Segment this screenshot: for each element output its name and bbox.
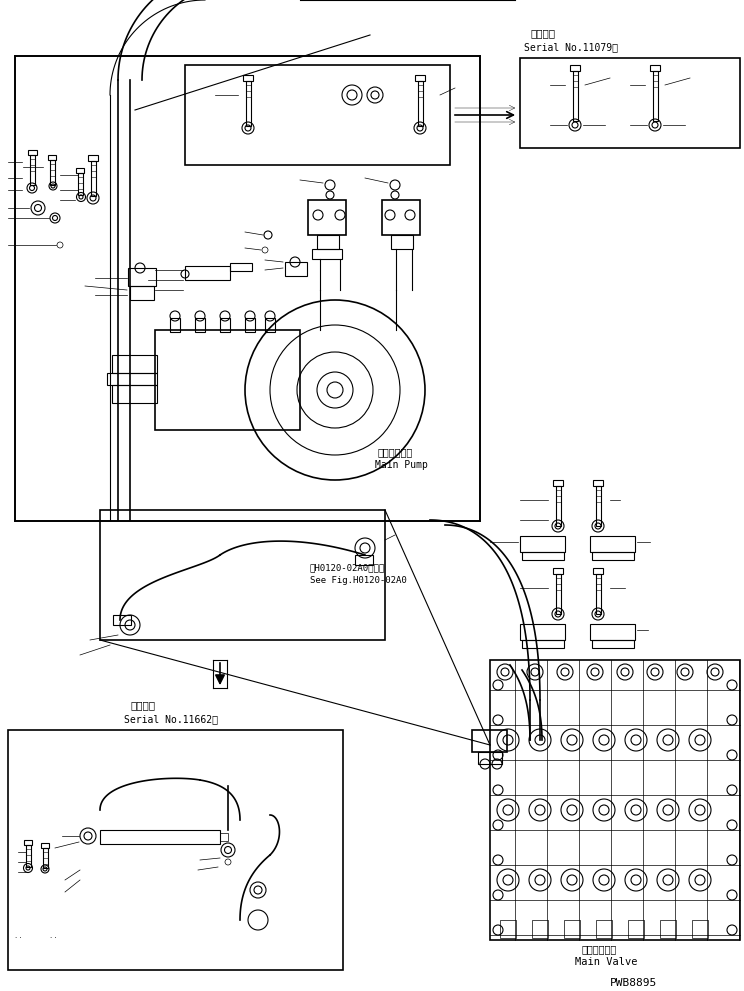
Bar — [15, 56, 480, 521]
Bar — [308, 200, 346, 235]
Bar — [595, 486, 600, 526]
Text: Serial No.11662～: Serial No.11662～ — [124, 714, 218, 724]
Bar — [520, 624, 565, 640]
Bar — [593, 480, 603, 486]
Bar — [532, 920, 548, 938]
Text: 適用号機: 適用号機 — [130, 700, 155, 710]
Bar — [25, 845, 31, 867]
Bar — [553, 568, 563, 574]
Bar — [692, 920, 708, 938]
Bar — [185, 65, 450, 165]
Bar — [590, 536, 635, 552]
Bar — [170, 318, 180, 332]
Bar — [88, 155, 98, 161]
Bar — [355, 555, 373, 565]
Bar — [48, 155, 56, 160]
Bar — [415, 75, 425, 81]
Bar — [245, 318, 255, 332]
Bar — [592, 640, 634, 648]
Bar — [76, 168, 84, 173]
Bar — [220, 318, 230, 332]
Bar — [285, 262, 307, 276]
Bar — [155, 330, 300, 430]
Text: メインポンプ: メインポンプ — [378, 447, 413, 457]
Text: · ·: · · — [50, 935, 57, 941]
Bar — [522, 640, 564, 648]
Bar — [417, 81, 423, 126]
Bar — [107, 373, 157, 385]
Bar — [595, 574, 600, 614]
Text: メインバルブ: メインバルブ — [582, 944, 618, 954]
Bar — [382, 200, 420, 235]
Bar — [112, 385, 157, 403]
Bar — [195, 318, 205, 332]
Bar — [100, 830, 220, 844]
Bar — [556, 486, 560, 526]
Circle shape — [327, 382, 343, 398]
Bar — [570, 65, 580, 71]
Bar — [472, 730, 507, 752]
Text: Main Pump: Main Pump — [375, 460, 428, 470]
Text: 適用号機: 適用号機 — [530, 28, 555, 38]
Bar — [312, 249, 342, 259]
Bar — [522, 552, 564, 560]
Bar — [230, 263, 252, 271]
Bar — [652, 71, 658, 121]
Bar — [478, 752, 502, 764]
Bar — [100, 510, 385, 640]
Bar — [628, 920, 644, 938]
Bar — [596, 920, 612, 938]
Bar — [24, 840, 32, 845]
Text: See Fig.H0120-02A0: See Fig.H0120-02A0 — [310, 576, 407, 585]
Bar — [185, 266, 230, 280]
Bar — [246, 81, 251, 126]
Bar — [556, 574, 560, 614]
Bar — [650, 65, 660, 71]
Bar — [50, 160, 54, 185]
Bar — [128, 268, 156, 286]
Bar — [553, 480, 563, 486]
Bar — [130, 286, 154, 300]
Bar — [243, 75, 253, 81]
Bar — [113, 615, 131, 625]
Bar — [30, 155, 34, 185]
Bar — [391, 235, 413, 249]
Bar — [593, 568, 603, 574]
Bar — [500, 920, 516, 938]
Text: 第H0120-02A0図参照: 第H0120-02A0図参照 — [310, 563, 385, 572]
Bar — [42, 848, 48, 868]
Text: PWB8895: PWB8895 — [610, 978, 657, 988]
Text: Main Valve: Main Valve — [575, 957, 638, 967]
Bar — [592, 552, 634, 560]
Text: · ·: · · — [15, 935, 22, 941]
Bar — [660, 920, 676, 938]
Bar — [590, 624, 635, 640]
Bar — [77, 173, 83, 195]
Bar — [520, 58, 740, 148]
Bar — [490, 660, 740, 940]
Text: Serial No.11079～: Serial No.11079～ — [524, 42, 618, 52]
Bar — [41, 843, 49, 848]
Bar — [91, 161, 95, 196]
Bar — [28, 150, 36, 155]
Bar — [112, 355, 157, 373]
Bar — [220, 833, 228, 841]
Bar — [317, 235, 339, 249]
Bar — [265, 318, 275, 332]
Bar — [572, 71, 577, 121]
Bar — [520, 536, 565, 552]
Bar — [8, 730, 343, 970]
Bar — [564, 920, 580, 938]
